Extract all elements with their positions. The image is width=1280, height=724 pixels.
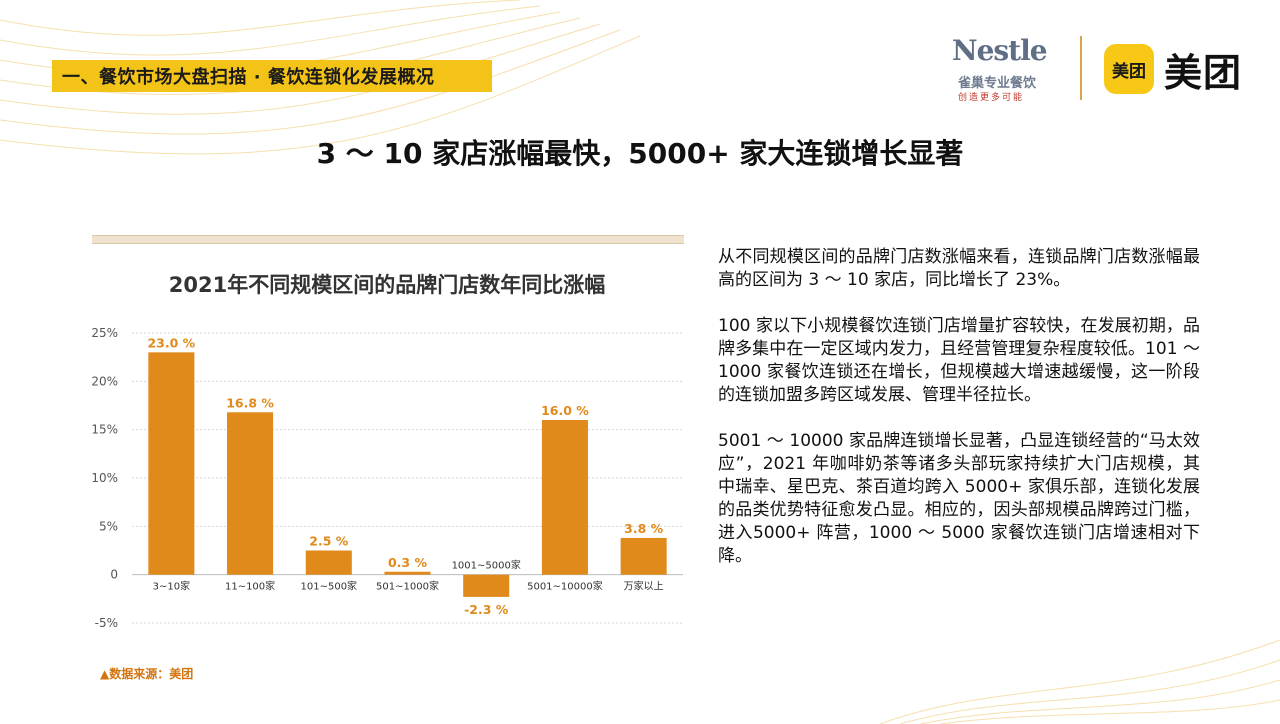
meituan-badge-logo: 美团: [1104, 44, 1154, 94]
bar-value-label: 16.8 %: [226, 395, 274, 410]
x-tick-label: 万家以上: [624, 580, 664, 593]
logo-group: Nestle 雀巢专业餐饮 创造更多可能 美团 美团: [948, 30, 1258, 104]
y-tick-label: 10%: [91, 471, 118, 485]
y-tick-label: 20%: [91, 374, 118, 388]
bar-value-label: -2.3 %: [464, 602, 509, 617]
nestle-tagline: 创造更多可能: [958, 93, 1025, 103]
y-tick-label: 25%: [91, 326, 118, 340]
bar: [541, 420, 588, 575]
bar: [227, 412, 274, 575]
x-tick-label: 1001~5000家: [452, 559, 521, 572]
chart-top-rule: [92, 235, 684, 244]
x-tick-label: 501~1000家: [376, 580, 439, 593]
bar-value-label: 0.3 %: [388, 555, 427, 570]
data-source-note: ▲数据来源：美团: [100, 667, 194, 681]
bar-value-label: 16.0 %: [541, 403, 589, 418]
y-tick-label: 5%: [99, 519, 118, 533]
y-tick-label: 0: [110, 568, 118, 582]
y-tick-label: -5%: [95, 616, 118, 630]
bar: [384, 571, 431, 575]
chart-title: 2021年不同规模区间的品牌门店数年同比涨幅: [169, 273, 605, 297]
bar: [305, 550, 352, 575]
section-banner: 一、餐饮市场大盘扫描 · 餐饮连锁化发展概况: [52, 60, 492, 92]
x-tick-label: 3~10家: [153, 580, 190, 593]
analysis-text: 从不同规模区间的品牌门店数涨幅来看，连锁品牌门店数涨幅最高的区间为 3 ～ 10…: [718, 246, 1200, 591]
nestle-wordmark: Nestle: [952, 34, 1048, 67]
bar: [620, 537, 667, 575]
x-tick-label: 5001~10000家: [527, 580, 603, 593]
logo-divider: [1080, 36, 1082, 100]
nestle-logo: Nestle 雀巢专业餐饮 创造更多可能: [948, 30, 1066, 104]
bar: [148, 352, 195, 575]
paragraph-3: 5001 ～ 10000 家品牌连锁增长显著，凸显连锁经营的“马太效应”，202…: [718, 431, 1200, 566]
x-tick-label: 101~500家: [301, 580, 358, 593]
bar-value-label: 2.5 %: [309, 534, 348, 549]
bar-chart: 2021年不同规模区间的品牌门店数年同比涨幅 -5% 0 5% 10% 15% 20% 25…: [91, 273, 683, 630]
bar-value-label: 23.0 %: [147, 335, 195, 350]
x-tick-label: 11~100家: [225, 580, 275, 593]
bar-value-label: 3.8 %: [624, 521, 663, 536]
y-tick-label: 15%: [91, 423, 118, 437]
nestle-subtitle: 雀巢专业餐饮: [958, 76, 1037, 91]
paragraph-1: 从不同规模区间的品牌门店数涨幅来看，连锁品牌门店数涨幅最高的区间为 3 ～ 10…: [718, 247, 1200, 290]
paragraph-2: 100 家以下小规模餐饮连锁门店增量扩容较快，在发展初期，品牌多集中在一定区域内…: [718, 316, 1200, 405]
page-title: 3 ～ 10 家店涨幅最快，5000+ 家大连锁增长显著: [316, 137, 964, 170]
meituan-wordmark: 美团: [1164, 51, 1243, 95]
bar: [463, 574, 510, 597]
